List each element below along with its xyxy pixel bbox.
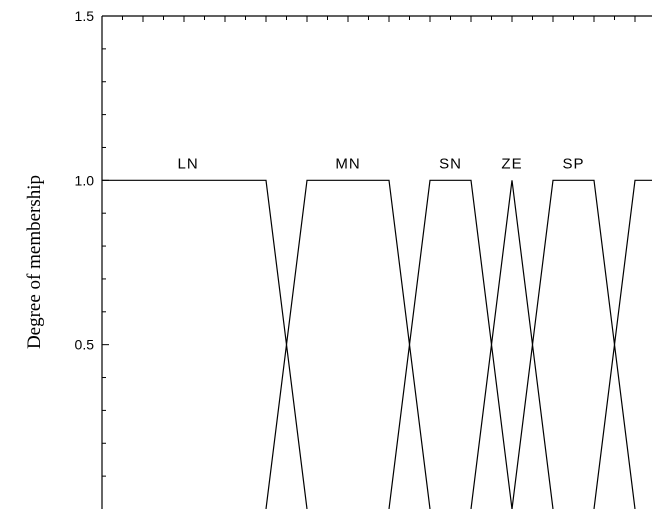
series-label-mn: MN xyxy=(335,155,360,172)
series-label-sp: SP xyxy=(562,155,584,172)
series-labels: LN MN SN ZE SP xyxy=(178,155,584,172)
series-line-sn xyxy=(388,179,513,509)
y-axis-title: Degree of membership xyxy=(24,175,45,349)
y-tick-label: 1.0 xyxy=(75,172,95,188)
series-label-ze: ZE xyxy=(501,155,522,172)
series-line-ze xyxy=(470,180,554,509)
series-line-ln xyxy=(102,179,308,509)
axes xyxy=(101,15,652,509)
series-line-unnamed-5 xyxy=(593,179,652,509)
series-label-ln: LN xyxy=(178,155,199,172)
series-line-mn xyxy=(265,179,431,509)
x-ticks xyxy=(122,16,636,22)
y-ticks: 0.5 1.0 1.5 xyxy=(75,8,109,477)
y-tick-label: 1.5 xyxy=(75,8,95,24)
series-line-sp xyxy=(511,179,636,509)
series-group xyxy=(102,179,652,509)
y-tick-label: 0.5 xyxy=(75,337,95,353)
series-label-sn: SN xyxy=(439,155,462,172)
